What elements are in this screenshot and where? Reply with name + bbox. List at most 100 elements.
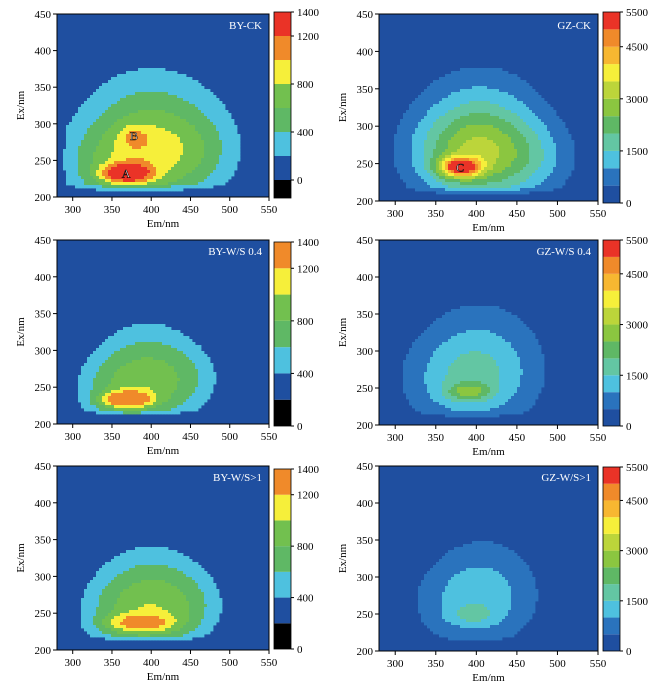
colorbar-band [603, 81, 620, 99]
y-tick-label: 250 [35, 608, 52, 620]
peak-label-c: C [456, 160, 464, 174]
colorbar-tick-label: 5500 [626, 235, 649, 247]
colorbar-tick-label: 4500 [626, 495, 649, 507]
colorbar-band [603, 617, 620, 635]
x-tick-label: 550 [261, 204, 278, 216]
x-tick-label: 300 [64, 431, 81, 443]
colorbar-band [603, 500, 620, 518]
colorbar-band [274, 132, 291, 156]
colorbar-band [603, 341, 620, 359]
x-tick-label: 350 [428, 658, 445, 670]
colorbar-tick-label: 1400 [297, 464, 320, 476]
y-tick-label: 350 [35, 82, 52, 94]
colorbar-band [274, 242, 291, 269]
y-axis-title: Ex/nm [337, 92, 349, 122]
plot-frame [378, 465, 599, 652]
colorbar-tick-label: 0 [297, 644, 303, 656]
eem-panel-2: 300 350 400 450 500 550 200 250 300 350 400 450 Em/n… [337, 7, 649, 234]
x-tick-label: 450 [509, 658, 526, 670]
x-tick-label: 400 [143, 431, 160, 443]
y-tick-label: 300 [357, 121, 374, 133]
y-tick-label: 250 [35, 382, 52, 394]
colorbar-tick-label: 800 [297, 79, 314, 91]
x-axis-title: Em/nm [147, 445, 180, 457]
colorbar-band [603, 375, 620, 393]
x-tick-label: 500 [221, 657, 238, 669]
x-tick-label: 300 [387, 432, 404, 444]
colorbar-band [274, 571, 291, 598]
y-tick-label: 200 [357, 646, 374, 658]
colorbar-band [274, 180, 291, 198]
colorbar-band [603, 29, 620, 47]
y-tick-label: 350 [357, 535, 374, 547]
colorbar-band [274, 494, 291, 521]
y-axis-title: Ex/nm [337, 543, 349, 573]
y-tick-label: 250 [357, 383, 374, 395]
y-tick-label: 400 [357, 272, 374, 284]
colorbar-tick-label: 1200 [297, 31, 320, 43]
colorbar-tick-label: 3000 [626, 546, 649, 558]
colorbar-tick-label: 1500 [626, 596, 649, 608]
colorbar-tick-label: 4500 [626, 269, 649, 281]
y-tick-label: 250 [357, 159, 374, 171]
x-tick-label: 350 [104, 431, 121, 443]
y-tick-label: 400 [35, 46, 52, 58]
colorbar-band [603, 150, 620, 169]
heatmap-cells [418, 541, 539, 641]
x-tick-label: 450 [509, 432, 526, 444]
plot-frame [378, 13, 599, 202]
colorbar-band [603, 133, 620, 151]
y-tick-label: 300 [357, 572, 374, 584]
x-tick-label: 550 [590, 432, 607, 444]
colorbar-tick-label: 400 [297, 368, 314, 380]
colorbar: 0 1500 3000 4500 5500 [602, 235, 649, 433]
colorbar-band [274, 373, 291, 400]
x-tick-label: 550 [261, 431, 278, 443]
colorbar-band [274, 294, 291, 321]
colorbar-band [603, 533, 620, 551]
eem-panel-3: 300 350 400 450 500 550200250300350400450Em/n… [15, 235, 320, 457]
colorbar-band [274, 320, 291, 348]
colorbar-band [274, 623, 291, 649]
colorbar-tick-label: 4500 [626, 42, 649, 54]
colorbar-band [274, 399, 291, 426]
y-tick-label: 200 [35, 419, 52, 431]
panel-title: GZ-CK [557, 20, 591, 32]
x-tick-label: 450 [182, 657, 199, 669]
colorbar-tick-label: 1400 [297, 7, 320, 19]
colorbar-tick-label: 5500 [626, 462, 649, 474]
x-axis-title: Em/nm [472, 672, 505, 684]
colorbar-tick-label: 400 [297, 593, 314, 605]
colorbar: 0 1500 3000 4500 5500 [602, 462, 649, 658]
plot-frame [56, 13, 270, 198]
y-tick-label: 450 [357, 235, 374, 247]
colorbar-band [603, 483, 620, 501]
x-tick-label: 300 [64, 204, 81, 216]
x-tick-label: 550 [261, 657, 278, 669]
panel-title: BY-W/S>1 [213, 472, 262, 484]
colorbar: 0 400 800 1200 1400 [273, 464, 320, 656]
colorbar-band [603, 517, 620, 534]
x-tick-label: 450 [182, 431, 199, 443]
colorbar-band [603, 600, 620, 618]
colorbar-band [274, 347, 291, 374]
plot-frame [378, 239, 599, 426]
colorbar-band [603, 467, 620, 484]
y-tick-label: 300 [357, 346, 374, 358]
x-axis-title: Em/nm [147, 671, 180, 683]
colorbar: 0 1500 3000 4500 5500 [602, 7, 649, 210]
y-tick-label: 400 [357, 498, 374, 510]
panel-title: GZ-W/S>1 [541, 472, 591, 484]
y-tick-label: 200 [357, 196, 374, 208]
y-tick-label: 450 [357, 9, 374, 21]
colorbar-tick-label: 400 [297, 127, 314, 139]
x-axis-title: Em/nm [147, 218, 180, 230]
colorbar: 0 400 800 1200 1400 [273, 237, 320, 433]
y-tick-label: 250 [357, 609, 374, 621]
colorbar-tick-label: 1500 [626, 146, 649, 158]
heatmap-cells [63, 68, 241, 192]
colorbar-tick-label: 1200 [297, 263, 320, 275]
colorbar-tick-label: 3000 [626, 94, 649, 106]
colorbar-band [274, 60, 291, 84]
colorbar-band [274, 108, 291, 132]
